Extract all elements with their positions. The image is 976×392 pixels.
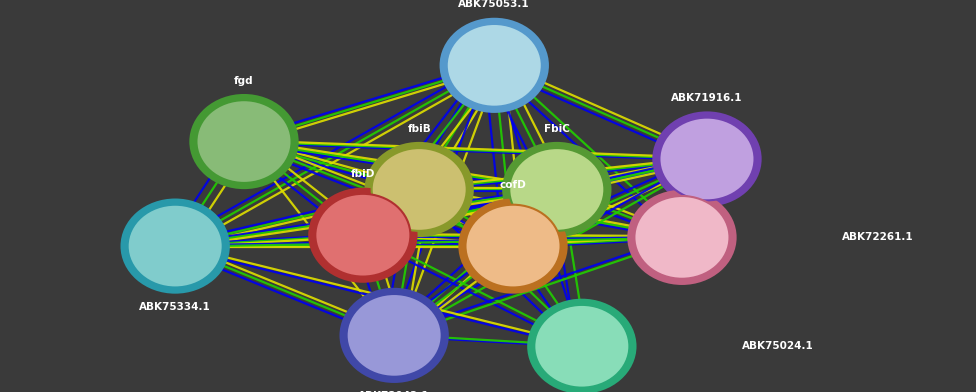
Ellipse shape [628,190,737,285]
Ellipse shape [527,299,636,392]
Text: ABK75334.1: ABK75334.1 [140,302,211,312]
Ellipse shape [502,142,612,237]
Text: ABK72261.1: ABK72261.1 [842,232,915,242]
Ellipse shape [509,148,604,231]
Text: ABK71916.1: ABK71916.1 [671,93,743,103]
Ellipse shape [364,142,474,237]
Ellipse shape [196,100,292,183]
Text: ABK72942.1: ABK72942.1 [358,391,430,392]
Ellipse shape [189,94,299,189]
Text: cofD: cofD [500,180,526,190]
Ellipse shape [466,205,560,287]
Ellipse shape [634,196,729,279]
Text: fbiB: fbiB [407,123,431,134]
Ellipse shape [447,24,542,107]
Text: fgd: fgd [234,76,254,86]
Ellipse shape [459,198,568,294]
Ellipse shape [534,305,630,388]
Text: FbiC: FbiC [544,123,570,134]
Ellipse shape [308,188,418,283]
Text: ABK75053.1: ABK75053.1 [459,0,530,9]
Text: ABK75024.1: ABK75024.1 [743,341,814,351]
Ellipse shape [652,111,761,207]
Ellipse shape [340,288,449,383]
Ellipse shape [315,194,411,277]
Ellipse shape [120,198,230,294]
Ellipse shape [660,118,754,200]
Ellipse shape [346,294,442,377]
Ellipse shape [128,205,223,287]
Text: fbiD: fbiD [350,169,375,180]
Ellipse shape [439,18,549,113]
Ellipse shape [372,148,467,231]
